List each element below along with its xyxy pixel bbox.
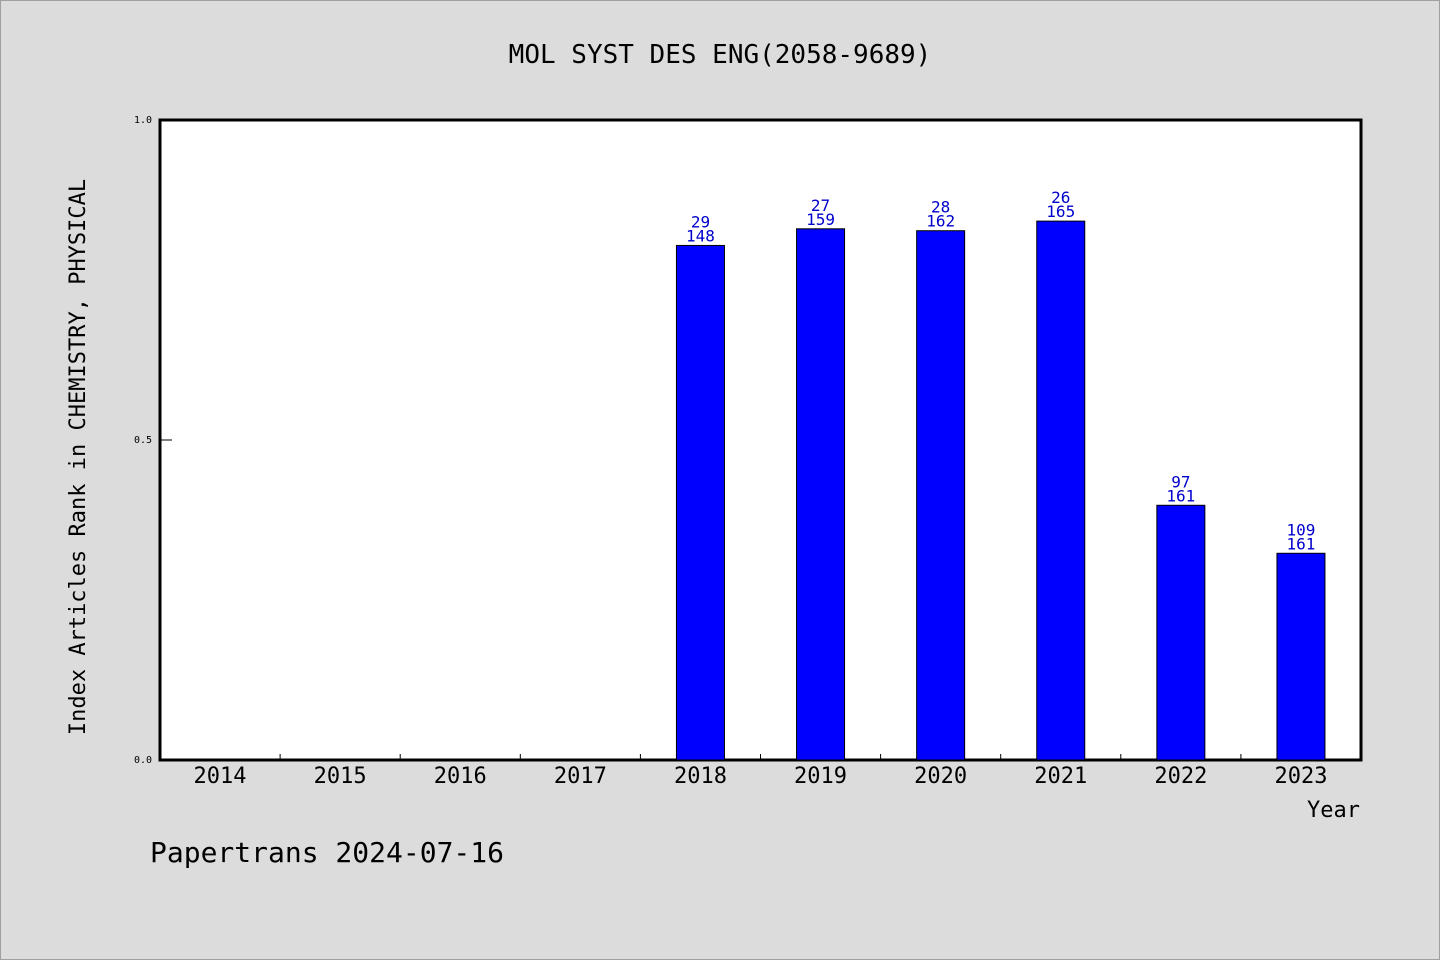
x-tick-label: 2021 bbox=[1034, 764, 1087, 789]
x-tick-label: 2016 bbox=[434, 764, 487, 789]
y-axis-ticks: 0.0 0.5 1.0 bbox=[134, 115, 172, 766]
data-label-total: 162 bbox=[926, 212, 955, 231]
data-label-total: 165 bbox=[1046, 202, 1075, 221]
data-label-total: 148 bbox=[686, 226, 715, 245]
y-tick-label: 0.5 bbox=[134, 435, 152, 446]
bar bbox=[1276, 552, 1326, 761]
data-label-rank: 27 bbox=[811, 196, 830, 215]
bar bbox=[675, 244, 725, 761]
data-label-total: 161 bbox=[1286, 534, 1315, 553]
x-tick-label: 2023 bbox=[1274, 764, 1327, 789]
data-label-rank: 29 bbox=[691, 212, 710, 231]
x-tick-label: 2020 bbox=[914, 764, 967, 789]
y-tick-label: 0.0 bbox=[134, 755, 152, 766]
x-axis-label: Year bbox=[1307, 798, 1360, 823]
chart-title: MOL SYST DES ENG(2058-9689) bbox=[509, 40, 932, 70]
bar bbox=[1156, 504, 1206, 761]
x-tick-label: 2018 bbox=[674, 764, 727, 789]
bar bbox=[1036, 220, 1086, 761]
data-label-rank: 26 bbox=[1051, 188, 1070, 207]
y-axis-label: Index Articles Rank in CHEMISTRY, PHYSIC… bbox=[66, 179, 91, 735]
bar bbox=[796, 228, 846, 761]
x-tick-label: 2022 bbox=[1154, 764, 1207, 789]
data-label-total: 161 bbox=[1166, 486, 1195, 505]
x-tick-label: 2014 bbox=[194, 764, 247, 789]
bars-group bbox=[675, 220, 1326, 761]
x-axis-ticks: 2014 2015 2016 2017 2018 2019 2020 2021 2022 2023 bbox=[194, 754, 1327, 789]
footer-watermark: Papertrans 2024-07-16 bbox=[150, 836, 504, 869]
data-label-rank: 28 bbox=[931, 198, 950, 217]
y-tick-label: 1.0 bbox=[134, 115, 152, 126]
x-tick-label: 2017 bbox=[554, 764, 607, 789]
data-label-rank: 109 bbox=[1286, 520, 1315, 539]
data-label-total: 159 bbox=[806, 210, 835, 229]
x-tick-label: 2015 bbox=[314, 764, 367, 789]
x-tick-label: 2019 bbox=[794, 764, 847, 789]
bar bbox=[916, 230, 966, 761]
data-label-rank: 97 bbox=[1171, 472, 1190, 491]
